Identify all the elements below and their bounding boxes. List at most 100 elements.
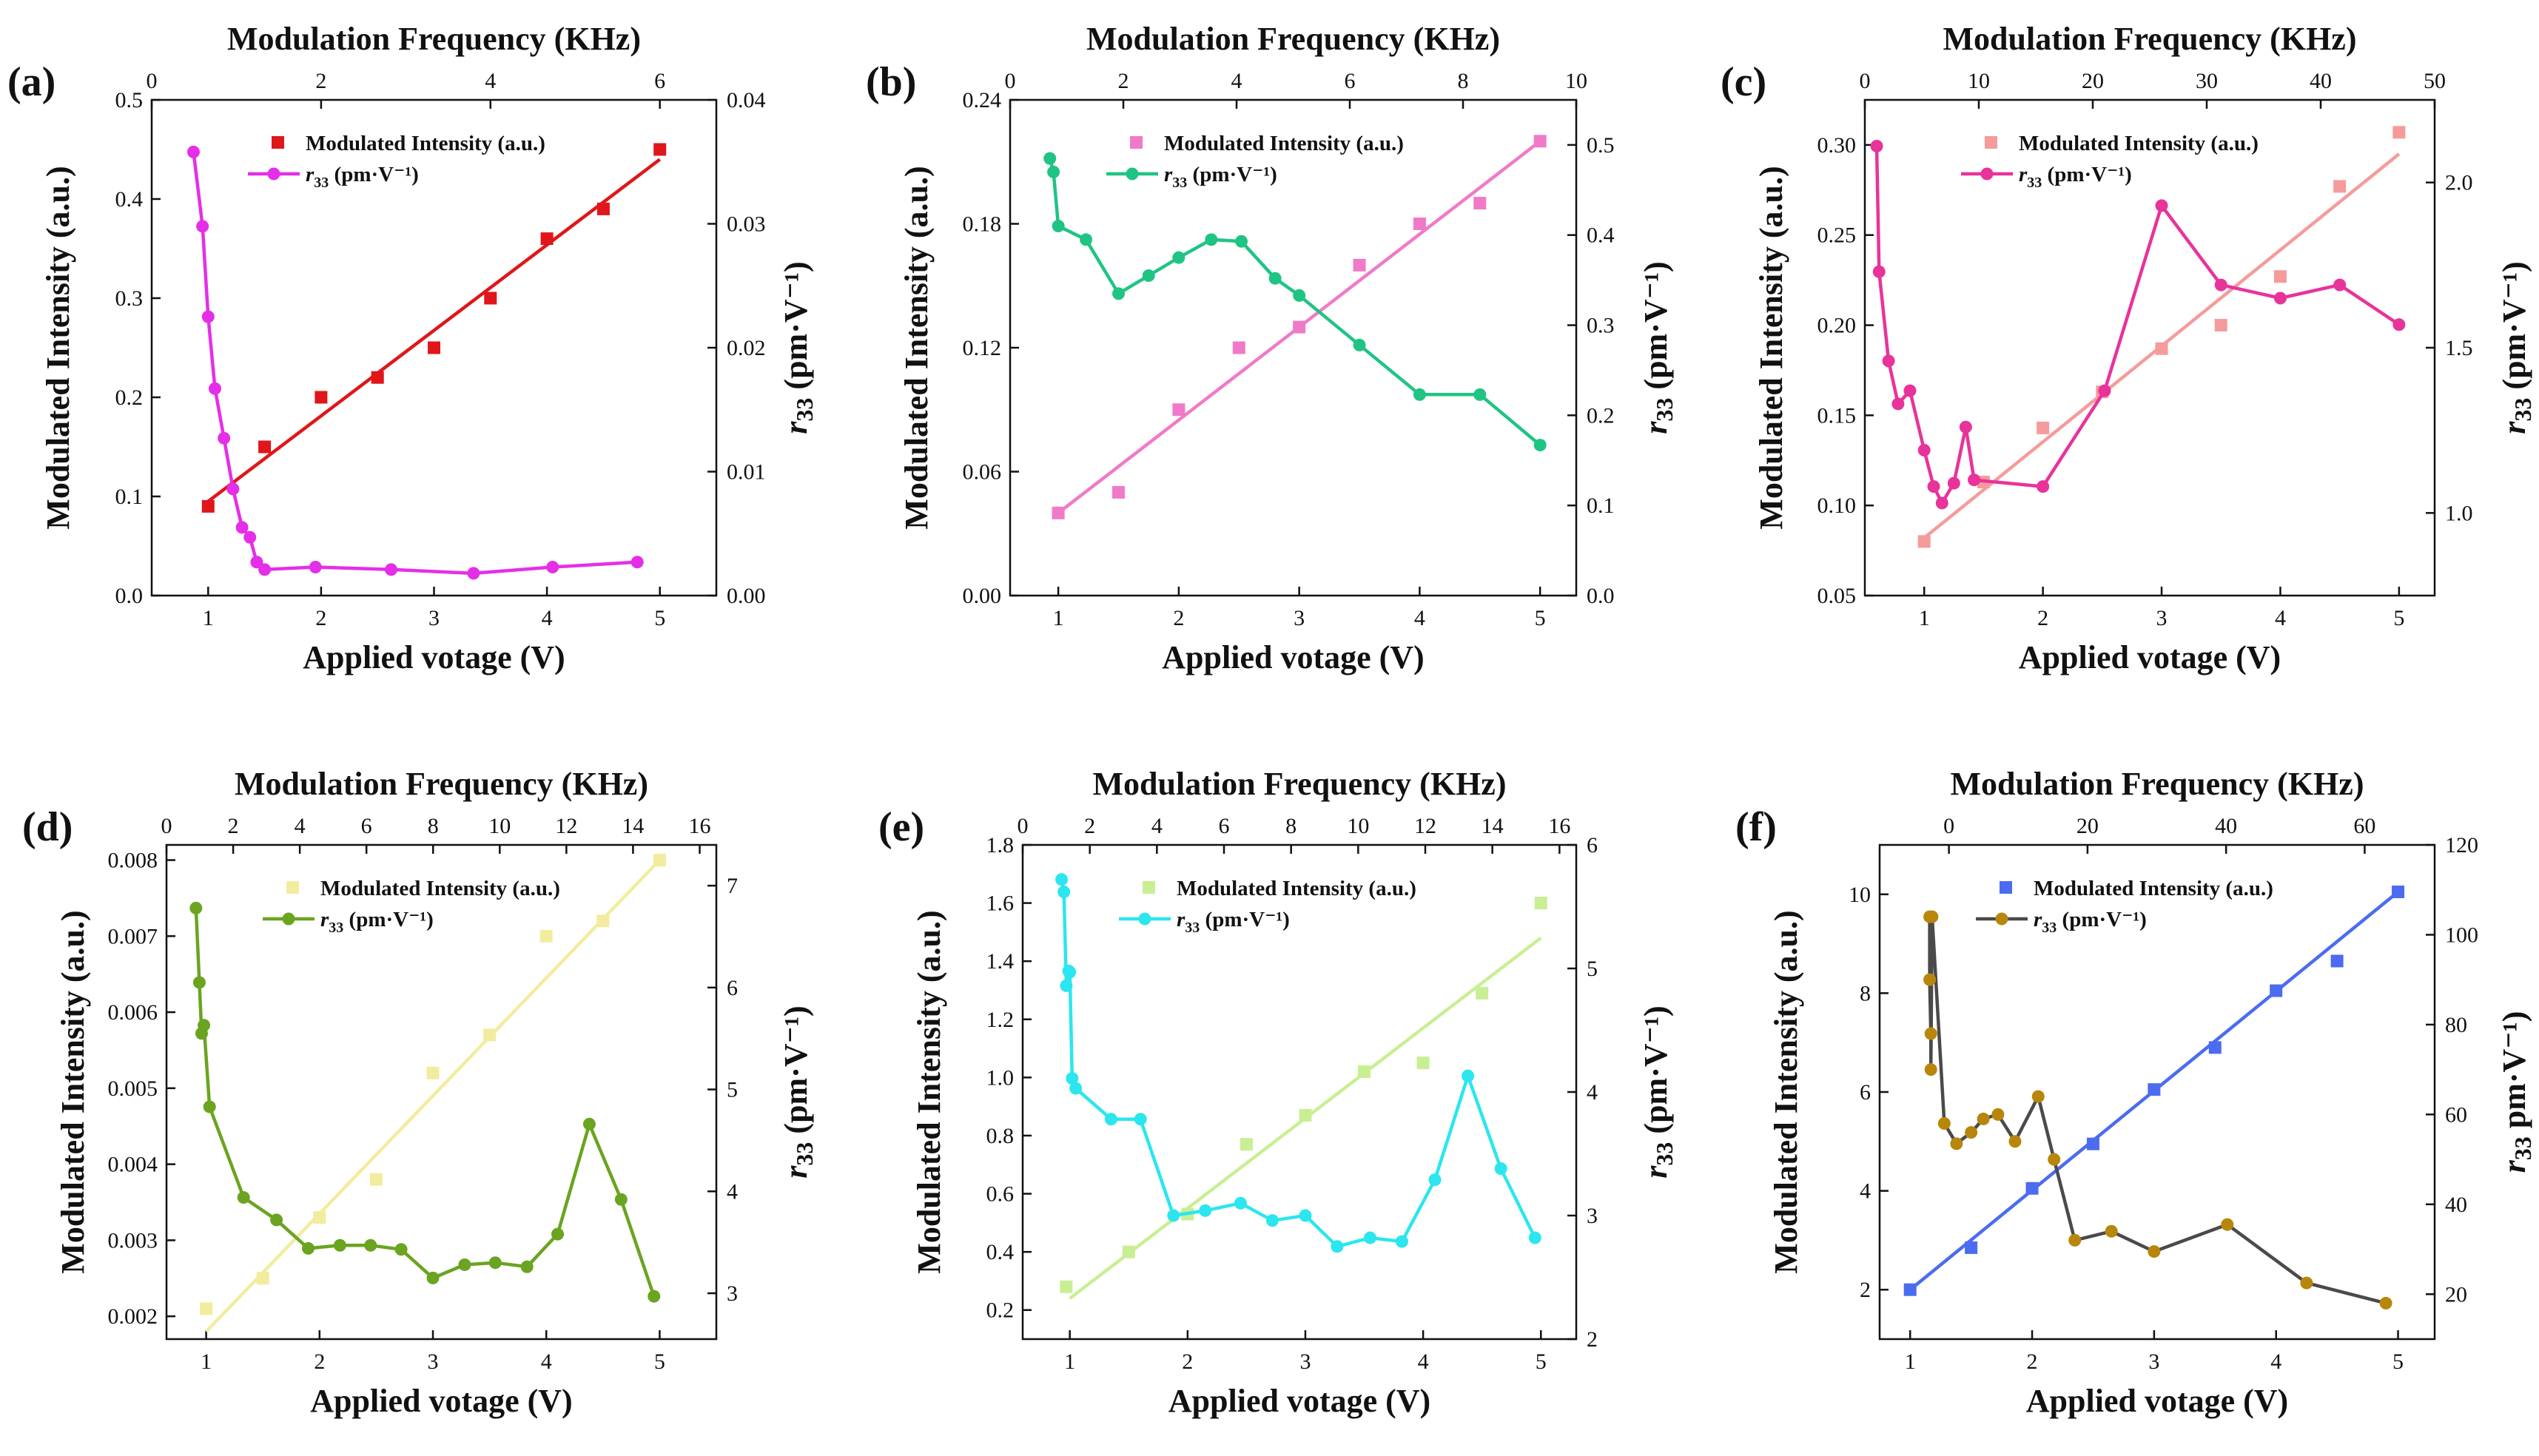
r33-point (1060, 979, 1073, 992)
x-tick-label: 3 (1294, 606, 1305, 630)
y2-tick-label: 7 (727, 874, 738, 898)
y2-tick-label: 0.0 (1587, 584, 1615, 608)
r33-point (2031, 1090, 2045, 1103)
r33-point (1870, 140, 1883, 153)
r33-point (1872, 265, 1886, 278)
intensity-point (2025, 1182, 2039, 1195)
intensity-point (313, 1211, 326, 1224)
right-axis-title: r33 (pm·V⁻¹) (778, 261, 818, 434)
x2-tick-label: 20 (2082, 69, 2104, 93)
y-tick-label: 0.24 (963, 88, 1002, 112)
y-tick-label: 0.005 (108, 1076, 158, 1101)
r33-point (1462, 1069, 1475, 1082)
x2-tick-label: 2 (1118, 69, 1129, 93)
r33-point (1043, 152, 1057, 165)
r33-point (270, 1213, 283, 1227)
r33-point (2008, 1135, 2022, 1148)
y-tick-label: 2 (1860, 1278, 1871, 1302)
y-tick-label: 1.4 (986, 949, 1015, 974)
r33-point (394, 1243, 408, 1256)
bottom-axis-title: Applied votage (V) (2026, 1383, 2288, 1419)
r33-point (2333, 278, 2347, 291)
y-tick-label: 0.15 (1817, 403, 1857, 428)
y-tick-label: 0.2 (115, 385, 144, 410)
legend-r33-label: r33 (pm·V⁻¹) (2019, 163, 2132, 191)
x-tick-label: 5 (2392, 1349, 2404, 1374)
x2-tick-label: 6 (361, 814, 372, 838)
y-tick-label: 0.25 (1817, 223, 1857, 248)
intensity-point (426, 1066, 440, 1079)
x2-tick-label: 2 (228, 814, 239, 838)
intensity-point (1060, 1280, 1073, 1293)
x-tick-label: 2 (2037, 606, 2048, 630)
x-tick-label: 5 (1536, 1349, 1547, 1374)
y2-tick-label: 0.2 (1587, 403, 1615, 428)
intensity-point (1052, 506, 1065, 519)
right-axis-title-sub: 33 (791, 1142, 818, 1166)
r33-point (551, 1227, 565, 1241)
intensity-point (2155, 342, 2168, 355)
r33-point (1947, 476, 1960, 490)
x2-tick-label: 6 (1345, 69, 1356, 93)
r33-line (1874, 146, 2401, 505)
r33-point (1234, 1196, 1247, 1210)
r33-point (1066, 1072, 1079, 1085)
intensity-point (1917, 535, 1931, 548)
r33-point (2048, 1153, 2061, 1166)
intensity-point (1232, 341, 1245, 354)
x-tick-label: 2 (315, 606, 326, 630)
left-axis-title: Modulated Intensity (a.u.) (1753, 166, 1789, 529)
y2-tick-label: 120 (2445, 833, 2478, 857)
plot-frame (1009, 98, 1578, 597)
legend-intensity-label: Modulated Intensity (a.u.) (1164, 132, 1404, 155)
right-axis-title-sub: 33 (2509, 1136, 2536, 1160)
x-tick-label: 3 (2148, 1349, 2159, 1374)
r33-line (1060, 879, 1537, 1249)
y-tick-label: 0.008 (108, 849, 158, 873)
top-axis-title: Modulation Frequency (KHz) (1093, 766, 1507, 802)
r33-point (364, 1238, 377, 1252)
r33-point (2098, 384, 2111, 397)
y-tick-label: 0.002 (108, 1304, 158, 1329)
y2-tick-label: 1.0 (2445, 501, 2473, 525)
r33-point (1968, 473, 1981, 487)
y2-tick-label: 0.5 (1587, 133, 1615, 158)
x-tick-label: 1 (1919, 606, 1930, 630)
x2-tick-label: 40 (2215, 814, 2237, 838)
legend-r33-label-r: r (1164, 163, 1173, 186)
r33-point (1924, 1063, 1937, 1076)
chart-panel-d: 1 2 3 4 50 2 4 6 8 10 12 14 160.0020.0030.0040.0050.… (22, 766, 818, 1419)
r33-point (333, 1238, 346, 1252)
right-axis-title-units: (pm·V⁻¹) (2496, 261, 2532, 397)
legend-intensity-swatch (1985, 136, 1997, 149)
legend-r33-label-units: (pm·V⁻¹) (329, 163, 418, 186)
r33-point (1937, 1117, 1951, 1130)
y-tick-label: 0.6 (986, 1182, 1015, 1207)
legend-r33-marker (1138, 912, 1151, 926)
y2-tick-label: 4 (1587, 1080, 1598, 1105)
x-tick-label: 4 (1418, 1349, 1429, 1374)
y-tick-label: 0.12 (963, 336, 1002, 360)
intensity-point (1476, 986, 1489, 1000)
r33-point (1927, 480, 1940, 493)
x-tick-label: 1 (1064, 1349, 1075, 1374)
right-axis-title: r33 (pm·V⁻¹) (2496, 261, 2536, 434)
r33-point (1268, 272, 1282, 285)
panel-label: (d) (22, 804, 73, 850)
legend-r33-marker (1126, 167, 1139, 181)
intensity-point (1112, 485, 1125, 499)
r33-point (582, 1117, 596, 1130)
r33-point (1069, 1082, 1083, 1095)
plot-frame (165, 843, 718, 1341)
x2-tick-label: 40 (2310, 69, 2332, 93)
y2-tick-label: 0.04 (727, 88, 766, 112)
y2-tick-label: 0.1 (1587, 493, 1615, 518)
r33-point (1991, 1108, 2005, 1121)
r33-point (1052, 220, 1065, 233)
top-axis-title: Modulation Frequency (KHz) (227, 21, 641, 57)
legend-r33-label-r: r (1177, 908, 1186, 931)
y2-tick-label: 3 (727, 1281, 738, 1306)
r33-point (1142, 269, 1155, 283)
r33-point (1235, 235, 1248, 248)
y-tick-label: 0.007 (108, 924, 158, 948)
